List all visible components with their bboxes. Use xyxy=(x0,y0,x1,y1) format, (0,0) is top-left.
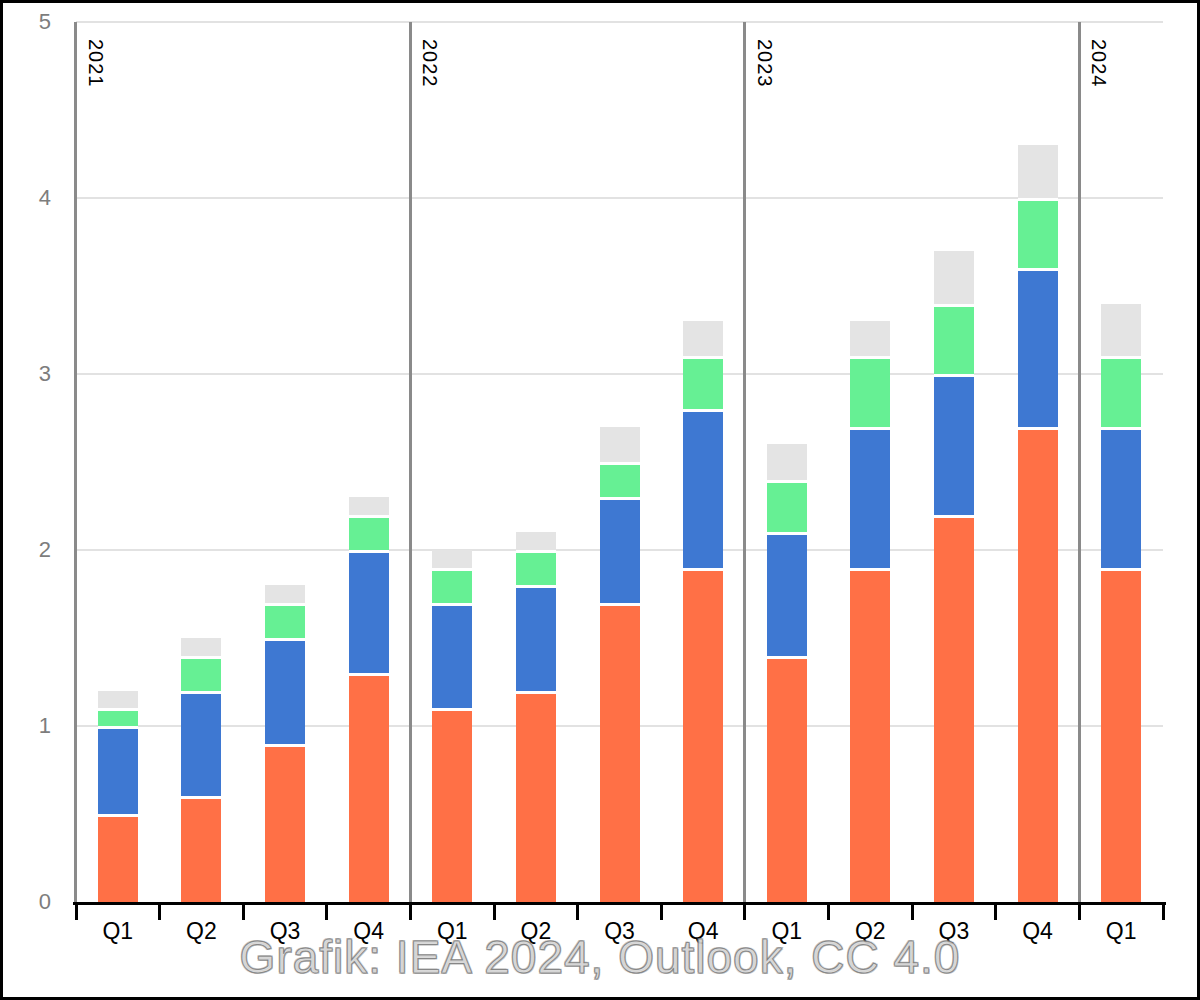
bar-segment-orange xyxy=(181,796,221,902)
bar-segment-green xyxy=(1101,356,1141,426)
bar-segment-green xyxy=(98,708,138,726)
year-separator-line xyxy=(1078,22,1081,902)
bar-segment-green xyxy=(850,356,890,426)
bar-segment-gray xyxy=(934,251,974,304)
bar-segment-blue xyxy=(1101,427,1141,568)
x-axis-tick-label: Q4 xyxy=(661,918,745,944)
bar-segment-gray xyxy=(850,321,890,356)
bar-segment-green xyxy=(349,515,389,550)
y-axis-tick-label: 2 xyxy=(3,539,51,561)
bar-segment-gray xyxy=(432,550,472,568)
bar-segment-blue xyxy=(850,427,890,568)
bar-segment-gray xyxy=(516,532,556,550)
bar-segment-green xyxy=(767,480,807,533)
bar-segment-green xyxy=(683,356,723,409)
chart-frame: 0123452021202220232024Q1Q2Q3Q4Q1Q2Q3Q4Q1… xyxy=(0,0,1200,1000)
x-axis-tick-label: Q1 xyxy=(1079,918,1163,944)
bar-segment-blue xyxy=(516,585,556,691)
x-axis-tick-label: Q2 xyxy=(494,918,578,944)
bar-segment-orange xyxy=(98,814,138,902)
y-axis-tick-label: 5 xyxy=(3,11,51,33)
bar-segment-blue xyxy=(934,374,974,515)
bar-segment-blue xyxy=(265,638,305,744)
bar-segment-blue xyxy=(767,532,807,655)
x-axis-line xyxy=(73,902,1166,905)
bar-segment-gray xyxy=(600,427,640,462)
bar-segment-gray xyxy=(349,497,389,515)
bar-segment-blue xyxy=(432,603,472,709)
gridline xyxy=(76,373,1163,375)
x-axis-tick-label: Q3 xyxy=(912,918,996,944)
x-axis-tick-label: Q3 xyxy=(578,918,662,944)
year-label: 2024 xyxy=(1087,39,1110,88)
bar-segment-orange xyxy=(516,691,556,902)
x-axis-tick-label: Q4 xyxy=(996,918,1080,944)
bar-segment-orange xyxy=(432,708,472,902)
y-axis-line xyxy=(74,22,77,902)
bar-segment-orange xyxy=(1018,427,1058,902)
y-axis-tick-label: 0 xyxy=(3,891,51,913)
bar-segment-orange xyxy=(600,603,640,902)
bar-segment-green xyxy=(265,603,305,638)
x-axis-tick-label: Q4 xyxy=(327,918,411,944)
bar-segment-green xyxy=(516,550,556,585)
bar-segment-orange xyxy=(265,744,305,902)
bar-segment-gray xyxy=(1101,304,1141,357)
x-axis-tick-label: Q1 xyxy=(76,918,160,944)
x-axis-tick-label: Q1 xyxy=(745,918,829,944)
plot-area: 0123452021202220232024Q1Q2Q3Q4Q1Q2Q3Q4Q1… xyxy=(3,3,1197,997)
bar-segment-gray xyxy=(181,638,221,656)
bar-segment-blue xyxy=(349,550,389,673)
y-axis-tick-label: 4 xyxy=(3,187,51,209)
bar-segment-green xyxy=(934,304,974,374)
bar-segment-blue xyxy=(181,691,221,797)
gridline xyxy=(76,197,1163,199)
bar-segment-orange xyxy=(683,568,723,902)
y-axis-tick-label: 3 xyxy=(3,363,51,385)
bar-segment-green xyxy=(1018,198,1058,268)
bar-segment-gray xyxy=(265,585,305,603)
bar-segment-gray xyxy=(1018,145,1058,198)
bar-segment-orange xyxy=(349,673,389,902)
bar-segment-orange xyxy=(767,656,807,902)
year-label: 2021 xyxy=(84,39,107,88)
y-axis-tick-label: 1 xyxy=(3,715,51,737)
bar-segment-green xyxy=(181,656,221,691)
bar-segment-blue xyxy=(683,409,723,567)
bar-segment-gray xyxy=(98,691,138,709)
year-separator-line xyxy=(409,22,412,902)
gridline xyxy=(76,21,1163,23)
bar-segment-blue xyxy=(600,497,640,603)
year-separator-line xyxy=(743,22,746,902)
x-axis-tick-label: Q2 xyxy=(160,918,244,944)
x-axis-tick-label: Q3 xyxy=(243,918,327,944)
bar-segment-gray xyxy=(767,444,807,479)
bar-segment-orange xyxy=(1101,568,1141,902)
bar-segment-orange xyxy=(850,568,890,902)
bar-segment-green xyxy=(600,462,640,497)
year-label: 2023 xyxy=(753,39,776,88)
x-axis-tick-label: Q1 xyxy=(410,918,494,944)
bar-segment-blue xyxy=(1018,268,1058,426)
bar-segment-gray xyxy=(683,321,723,356)
bar-segment-blue xyxy=(98,726,138,814)
bar-segment-orange xyxy=(934,515,974,902)
year-label: 2022 xyxy=(418,39,441,88)
bar-segment-green xyxy=(432,568,472,603)
x-axis-tick-label: Q2 xyxy=(829,918,913,944)
